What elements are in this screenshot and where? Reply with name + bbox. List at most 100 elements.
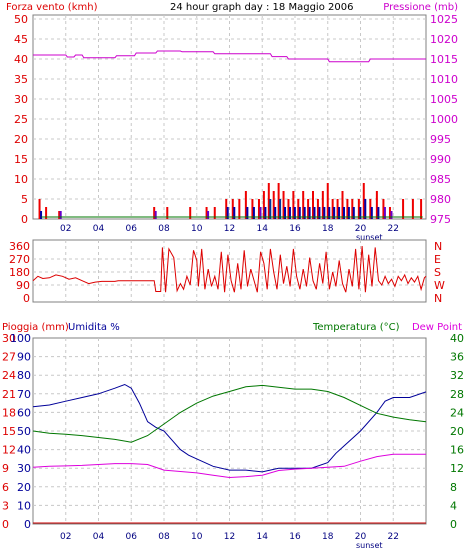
temperature-tick-label: 28 <box>450 388 464 401</box>
pressure-tick-label: 1025 <box>430 13 458 26</box>
pressure-tick-label: 1005 <box>430 93 458 106</box>
wind-tick-label: 10 <box>14 173 28 186</box>
pressure-line <box>33 50 426 63</box>
wind-direction-series <box>32 245 427 293</box>
wind-tick-label: 50 <box>14 13 28 26</box>
wind-tick-label: 0 <box>21 213 28 226</box>
direction-tick-label: 270 <box>9 253 30 266</box>
dewpoint-axis-title: Dew Point <box>412 322 462 333</box>
compass-tick-label: N <box>434 240 442 253</box>
x-tick-label: 02 <box>60 532 71 542</box>
compass-tick-label: W <box>434 279 445 292</box>
wind-tick-label: 15 <box>14 153 28 166</box>
temperature-tick-label: 40 <box>450 332 464 345</box>
x-tick-label: 14 <box>257 532 269 542</box>
dewpoint-line <box>32 453 426 479</box>
pressure-tick-label: 980 <box>430 193 451 206</box>
x-tick-label: 06 <box>126 532 138 542</box>
temperature-tick-label: 32 <box>450 369 464 382</box>
x-tick-label: 20 <box>355 224 367 234</box>
x-tick-label: 08 <box>158 224 170 234</box>
x-tick-label: 22 <box>388 532 399 542</box>
wind-tick-label: 45 <box>14 33 28 46</box>
pressure-series <box>33 50 426 63</box>
rain-tick-label: 21 <box>2 388 16 401</box>
compass-tick-label: S <box>434 266 441 279</box>
temperature-tick-label: 36 <box>450 351 464 364</box>
temp-humidity-series <box>32 383 427 524</box>
humidity-tick-label: 90 <box>17 351 31 364</box>
wind-tick-label: 20 <box>14 133 28 146</box>
rain-tick-label: 3 <box>2 499 9 512</box>
temperature-tick-label: 24 <box>450 406 464 419</box>
humidity-tick-label: 60 <box>17 406 31 419</box>
humidity-tick-label: 0 <box>24 518 31 531</box>
humidity-tick-label: 100 <box>10 332 31 345</box>
wind-axis-title: Forza vento (kmh) <box>6 2 98 13</box>
x-tick-label: 16 <box>289 224 301 234</box>
pressure-tick-label: 995 <box>430 133 451 146</box>
direction-tick-label: 0 <box>23 292 30 305</box>
temperature-line <box>32 384 427 443</box>
x-tick-label: 14 <box>257 224 269 234</box>
rain-tick-label: 6 <box>2 481 9 494</box>
x-tick-label: 04 <box>93 224 105 234</box>
pressure-tick-label: 1000 <box>430 113 458 126</box>
x-tick-label: 12 <box>224 224 235 234</box>
temperature-tick-label: 0 <box>450 518 457 531</box>
wind-direction-line <box>32 245 427 293</box>
compass-tick-label: N <box>434 292 442 305</box>
chart-title: 24 hour graph day : 18 Maggio 2006 <box>170 2 353 13</box>
pressure-tick-label: 1010 <box>430 73 458 86</box>
compass-tick-label: E <box>434 253 441 266</box>
rain-tick-label: 30 <box>2 332 16 345</box>
pressure-tick-label: 1015 <box>430 53 458 66</box>
temperature-axis-title: Temperatura (°C) <box>312 322 400 333</box>
humidity-tick-label: 10 <box>17 499 31 512</box>
pressure-axis-ticks: 975 980 985 990 995 1000 1005 1010 1015 1020 1025 <box>430 13 458 226</box>
rain-tick-label: 0 <box>2 518 9 531</box>
sunset-label-3: sunset <box>356 541 383 550</box>
rain-tick-label: 9 <box>2 462 9 475</box>
rain-tick-label: 15 <box>2 425 16 438</box>
temperature-tick-label: 8 <box>450 481 457 494</box>
wind-axis-ticks: 0 5 10 15 20 25 30 35 40 45 50 <box>14 13 28 226</box>
humidity-axis-title: Umidita % <box>68 322 120 333</box>
x-tick-label: 02 <box>60 224 71 234</box>
humidity-tick-label: 30 <box>17 462 31 475</box>
humidity-axis-ticks: 0 10 20 30 40 50 60 70 80 90 100 <box>10 332 31 531</box>
humidity-tick-label: 70 <box>17 388 31 401</box>
x-tick-label: 18 <box>322 532 334 542</box>
temperature-tick-label: 16 <box>450 444 464 457</box>
x-tick-label: 20 <box>355 532 367 542</box>
rain-axis-title: Pioggia (mm) <box>2 322 69 333</box>
pressure-tick-label: 975 <box>430 213 451 226</box>
direction-tick-label: 180 <box>9 266 30 279</box>
x-tick-label: 16 <box>289 532 301 542</box>
x-tick-label: 08 <box>158 532 170 542</box>
wind-tick-label: 35 <box>14 73 28 86</box>
wind-tick-label: 30 <box>14 93 28 106</box>
direction-tick-label: 360 <box>9 240 30 253</box>
temperature-tick-label: 4 <box>450 499 457 512</box>
temperature-tick-label: 12 <box>450 462 464 475</box>
humidity-line <box>32 383 427 473</box>
panel1-x-ticks: 02 04 06 08 10 12 14 16 18 20 22 <box>60 224 399 234</box>
x-tick-label: 06 <box>126 224 138 234</box>
rain-tick-label: 27 <box>2 351 16 364</box>
temperature-tick-label: 20 <box>450 425 464 438</box>
x-tick-label: 10 <box>191 532 203 542</box>
pressure-tick-label: 985 <box>430 173 451 186</box>
wind-tick-label: 25 <box>14 113 28 126</box>
x-tick-label: 10 <box>191 224 203 234</box>
panel3-x-ticks: 02 04 06 08 10 12 14 16 18 20 22 <box>60 532 399 542</box>
x-tick-label: 12 <box>224 532 235 542</box>
x-tick-label: 22 <box>388 224 399 234</box>
humidity-tick-label: 80 <box>17 369 31 382</box>
x-tick-label: 04 <box>93 532 105 542</box>
temperature-axis-ticks: 0 4 8 12 16 20 24 28 32 36 40 <box>450 332 464 531</box>
